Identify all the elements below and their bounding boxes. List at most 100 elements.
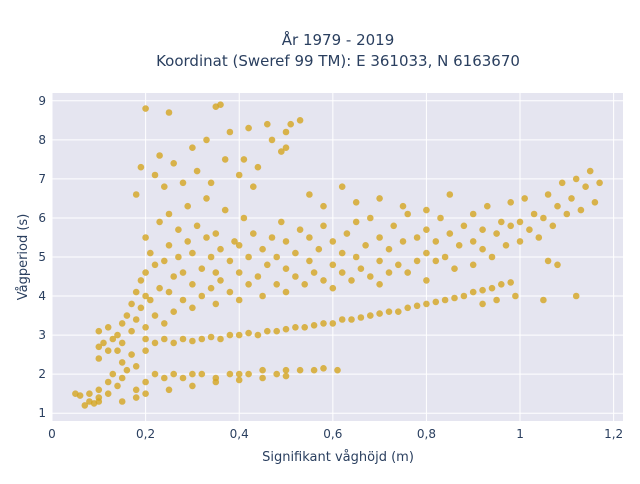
data-point [104,390,112,398]
data-point [207,333,215,341]
data-point [189,337,196,345]
data-point [320,320,327,327]
data-point [86,390,93,398]
data-point [498,218,505,226]
data-point [165,210,173,218]
data-point [179,179,187,187]
data-point [165,242,173,249]
data-point [151,339,159,347]
data-point [282,325,290,333]
data-point [156,284,163,292]
data-point [189,382,196,390]
data-point [329,261,337,269]
data-point [526,226,533,233]
data-point [455,242,463,249]
data-point [451,294,458,302]
data-point [385,245,393,253]
data-point [404,269,412,276]
data-point [591,199,599,206]
data-point [104,324,112,331]
data-point [282,372,290,380]
data-point [198,265,206,273]
data-point [544,257,552,265]
data-point [296,117,304,124]
y-tick-label: 7 [38,172,46,186]
data-point [179,374,187,382]
data-point [530,210,538,218]
data-point [357,314,365,321]
data-point [114,382,121,390]
data-point [109,335,117,343]
data-point [376,310,383,317]
data-point [469,288,477,296]
data-point [235,242,243,249]
data-point [235,269,243,276]
data-point [273,253,281,261]
data-point [142,378,149,386]
data-point [170,370,177,378]
data-point [484,202,491,210]
y-tick-label: 9 [38,94,46,108]
data-point [432,238,440,245]
x-tick-label: 0,4 [230,427,249,441]
data-point [399,238,407,245]
data-point [352,199,360,206]
data-point [264,261,271,269]
data-point [310,269,318,276]
data-point [338,316,346,323]
data-point [156,218,163,226]
data-point [385,308,393,316]
data-point [413,302,421,310]
data-point [221,156,229,163]
data-point [516,218,524,226]
data-point [104,347,112,355]
data-point [240,214,248,222]
data-point [399,202,407,210]
data-point [479,300,486,308]
data-point [245,124,252,132]
data-point [170,308,177,316]
data-point [128,351,135,358]
data-point [95,386,103,394]
data-point [338,269,346,276]
data-point [132,394,140,401]
data-point [207,253,215,261]
data-point [540,214,547,222]
data-point [170,160,177,167]
data-point [193,222,201,230]
data-point [217,277,224,284]
data-point [320,277,327,284]
x-tick-label: 0 [48,427,56,441]
data-point [479,226,486,233]
chart-subtitle: Koordinat (Sweref 99 TM): E 361033, N 61… [156,52,520,70]
data-point [226,370,234,378]
data-point [161,320,168,327]
data-point [212,300,220,308]
data-point [212,378,220,386]
data-point [235,331,243,339]
data-point [423,206,430,214]
data-point [198,370,206,378]
data-point [198,335,206,343]
data-point [479,245,486,253]
data-point [95,327,103,335]
data-point [296,366,304,374]
data-point [226,128,234,136]
data-point [245,329,252,337]
data-point [451,265,458,273]
data-point [437,214,444,222]
data-point [235,171,243,179]
data-point [161,183,168,190]
data-point [544,191,552,198]
data-point [352,253,360,261]
data-point [142,234,149,241]
data-point [189,304,196,312]
data-point [268,136,276,144]
data-point [189,144,196,151]
data-point [320,365,327,372]
data-point [338,249,346,257]
data-point [493,296,500,304]
data-point [137,163,145,171]
data-point [432,257,440,265]
data-point [385,269,393,276]
